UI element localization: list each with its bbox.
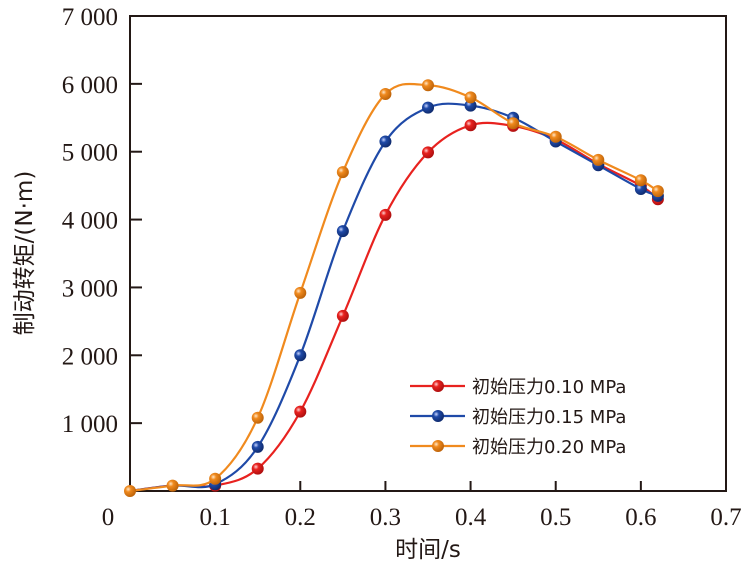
data-point [336, 166, 349, 179]
series-layer [124, 79, 664, 497]
legend-item: 初始压力0.15 MPa [410, 407, 626, 428]
y-axis-title: 制动转矩/(N·m) [12, 171, 38, 336]
legend-label: 初始压力0.20 MPa [472, 437, 626, 458]
data-point [634, 183, 647, 196]
series-line [129, 82, 659, 493]
axes: 0 0.1 0.2 0.3 0.4 0.5 0.6 0.7 1 000 2 000 3 000 4 0… [62, 4, 742, 531]
y-tick-label: 7 000 [62, 4, 118, 31]
legend-label: 初始压力0.15 MPa [472, 407, 626, 428]
series-1 [129, 99, 664, 493]
x-tick-label: 0.5 [540, 504, 571, 531]
data-point [294, 349, 307, 362]
data-point [251, 440, 264, 453]
x-tick-label: 0.6 [625, 504, 656, 531]
x-tick-label: 0.3 [370, 504, 401, 531]
data-point [294, 286, 307, 299]
y-tick-label: 5 000 [62, 140, 118, 167]
y-tick-label: 1 000 [62, 411, 118, 438]
x-tick-label: 0.4 [455, 504, 487, 531]
x-tick-label: 0 [102, 504, 115, 531]
x-axis-title: 时间/s [395, 537, 461, 563]
data-point [592, 153, 605, 166]
legend-label: 初始压力0.10 MPa [472, 377, 626, 398]
data-point [336, 309, 349, 322]
data-point [379, 88, 392, 101]
series-line [129, 102, 659, 493]
legend-item: 初始压力0.20 MPa [410, 437, 626, 458]
data-point [336, 225, 349, 238]
data-point [251, 462, 264, 475]
data-point [379, 135, 392, 148]
series-line [129, 121, 659, 493]
data-point [379, 208, 392, 221]
data-point [422, 79, 434, 92]
x-tick-label: 0.1 [200, 504, 231, 531]
data-point [549, 130, 562, 143]
x-tick-label: 0.7 [710, 504, 741, 531]
data-point [166, 479, 179, 492]
data-point [294, 405, 307, 418]
data-point [507, 117, 520, 130]
data-point [634, 174, 647, 187]
y-tick-label: 2 000 [62, 343, 118, 370]
series-2 [124, 79, 664, 497]
data-point [651, 185, 664, 198]
series-0 [129, 119, 664, 493]
data-point [251, 411, 264, 424]
data-point [464, 91, 477, 104]
data-point [422, 101, 434, 114]
y-tick-label: 3 000 [62, 275, 118, 302]
y-tick-label: 4 000 [62, 208, 118, 235]
plot-frame [129, 15, 727, 492]
legend-marker [432, 440, 444, 452]
legend: 初始压力0.10 MPa 初始压力0.15 MPa 初始压力0.20 MPa [410, 377, 626, 458]
legend-marker [432, 380, 444, 392]
data-point [464, 119, 477, 132]
x-tick-label: 0.2 [285, 504, 316, 531]
legend-marker [432, 410, 444, 422]
data-point [124, 485, 136, 497]
legend-item: 初始压力0.10 MPa [410, 377, 626, 398]
data-point [209, 472, 222, 485]
y-tick-label: 6 000 [62, 72, 118, 99]
data-point [422, 146, 434, 159]
